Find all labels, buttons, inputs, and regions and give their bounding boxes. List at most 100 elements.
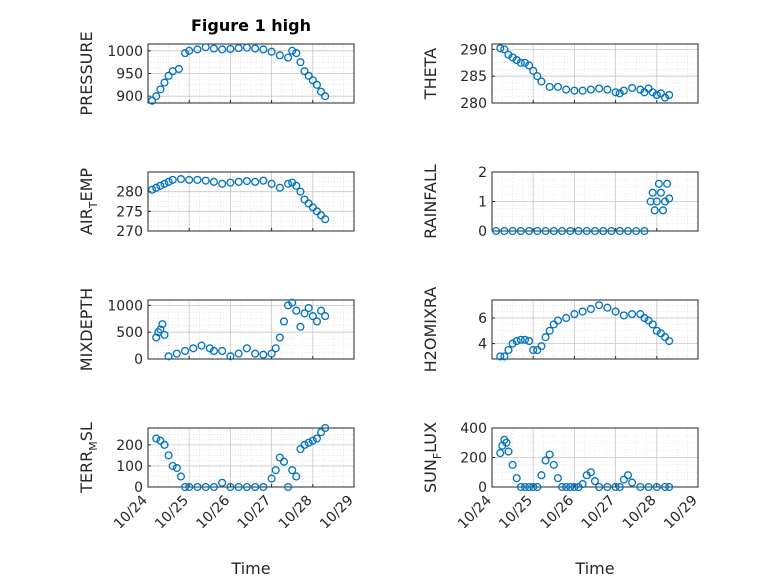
data-point <box>205 344 214 353</box>
data-point <box>623 226 633 236</box>
data-point <box>193 482 202 492</box>
data-point <box>590 477 600 486</box>
data-point <box>234 44 243 53</box>
data-point <box>209 177 218 186</box>
data-point <box>520 482 530 492</box>
data-point <box>557 226 567 236</box>
data-point <box>284 301 293 310</box>
data-point <box>168 175 177 184</box>
data-point <box>156 325 165 334</box>
axes-box <box>147 427 355 488</box>
data-point <box>251 349 260 358</box>
data-point <box>508 53 517 62</box>
data-point <box>504 447 513 456</box>
y-tick-label: 285 <box>460 69 487 85</box>
data-point <box>545 326 554 335</box>
data-point <box>512 56 521 65</box>
data-point <box>516 482 525 492</box>
data-point <box>656 188 665 197</box>
data-point <box>185 482 194 492</box>
y-axis-label: H2OMIXRA <box>421 287 440 373</box>
data-point <box>595 84 604 93</box>
data-point <box>267 47 276 56</box>
data-point <box>619 475 628 484</box>
y-axis-label: TERRMSL <box>77 422 100 494</box>
data-point <box>533 226 542 236</box>
data-point <box>557 482 567 492</box>
data-point <box>549 460 558 469</box>
data-point <box>660 93 670 102</box>
y-axis-label: MIXDEPTH <box>77 288 96 371</box>
data-point <box>520 335 530 344</box>
data-point <box>279 317 289 326</box>
subplot-2: 280 285 290 THETA <box>421 42 699 112</box>
data-point <box>628 478 637 487</box>
data-point <box>242 176 251 186</box>
data-point <box>508 460 517 469</box>
data-point <box>275 453 284 462</box>
data-point <box>259 45 268 54</box>
data-point <box>304 303 313 313</box>
data-point <box>652 482 661 492</box>
data-point <box>562 85 571 94</box>
data-point <box>611 88 620 97</box>
data-point <box>648 320 657 329</box>
data-point <box>242 344 251 353</box>
data-point <box>492 226 501 236</box>
data-point <box>529 66 538 75</box>
data-point <box>251 177 260 186</box>
data-point <box>549 226 558 236</box>
data-point <box>654 179 663 188</box>
data-point <box>529 482 538 492</box>
data-point <box>566 482 575 492</box>
data-point <box>218 478 227 487</box>
y-axis-label: SUNFLUX <box>421 422 444 493</box>
data-point <box>242 43 251 52</box>
data-point <box>619 311 628 320</box>
data-point <box>496 449 505 458</box>
data-point <box>197 341 206 350</box>
data-point <box>586 85 595 94</box>
data-point <box>520 58 530 67</box>
data-point <box>152 333 161 342</box>
data-point <box>300 440 309 449</box>
y-tick-label: 900 <box>116 89 143 105</box>
data-point <box>275 333 284 342</box>
data-point <box>574 226 583 236</box>
data-point <box>578 307 587 316</box>
data-point <box>525 61 534 70</box>
y-tick-label: 100 <box>116 459 143 475</box>
data-point <box>660 482 670 492</box>
data-point <box>537 77 546 86</box>
y-tick-label: 1000 <box>107 298 143 314</box>
data-point <box>496 352 505 361</box>
data-point <box>663 179 672 188</box>
data-point <box>292 472 301 481</box>
data-point <box>508 339 517 348</box>
data-point <box>566 226 575 236</box>
data-point <box>152 92 161 101</box>
data-point <box>321 312 330 321</box>
data-point <box>160 78 169 87</box>
data-point <box>296 322 305 331</box>
data-point <box>636 482 645 492</box>
data-point <box>148 96 157 105</box>
data-point <box>665 336 674 346</box>
data-point <box>652 326 661 335</box>
data-point <box>284 53 293 62</box>
data-point <box>168 461 177 470</box>
data-point <box>300 309 309 318</box>
data-point <box>640 226 649 236</box>
data-point <box>615 226 624 236</box>
data-point <box>586 304 595 314</box>
data-point <box>582 226 591 236</box>
data-point <box>553 82 562 91</box>
data-point <box>652 90 661 100</box>
data-point <box>176 472 186 481</box>
data-point <box>164 451 173 460</box>
subplot-1: 900 950 1000 PRESSURE <box>77 31 355 116</box>
data-point <box>525 336 534 346</box>
y-tick-label: 290 <box>460 42 487 58</box>
data-point <box>226 178 235 187</box>
data-point <box>665 482 674 492</box>
